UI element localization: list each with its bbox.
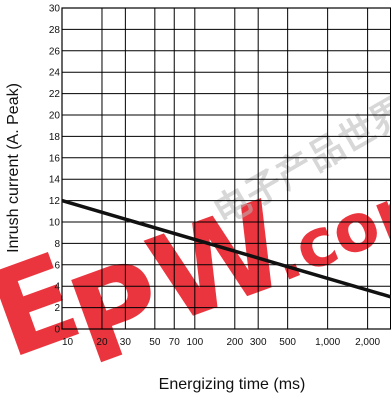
chart-grid (61, 7, 391, 330)
plot-border (61, 7, 391, 330)
chart-series (61, 198, 391, 299)
x-axis-label: Energizing time (ms) (159, 376, 306, 393)
x-tick-label: 300 (250, 337, 267, 348)
x-tick-label: 500 (279, 337, 296, 348)
y-tick-label: 4 (54, 282, 60, 293)
x-tick-label: 30 (120, 337, 132, 348)
y-tick-label: 20 (49, 111, 61, 122)
y-tick-label: 10 (49, 218, 61, 229)
y-tick-label: 0 (54, 325, 60, 336)
y-tick-label: 8 (54, 239, 60, 250)
y-tick-label: 24 (49, 68, 61, 79)
y-tick-label: 16 (49, 153, 61, 164)
y-tick-label: 12 (49, 196, 61, 207)
x-axis-ticks: 10 20 30 50 70 100 200 300 500 1,000 2,000 (62, 337, 381, 348)
x-tick-label: 100 (186, 337, 203, 348)
y-axis-label: Inrush current (A. Peak) (5, 83, 22, 253)
y-tick-label: 18 (49, 132, 61, 143)
y-tick-label: 30 (49, 4, 61, 15)
x-tick-label: 70 (169, 337, 181, 348)
y-tick-label: 28 (49, 25, 61, 36)
x-tick-label: 20 (96, 337, 108, 348)
y-tick-label: 6 (54, 260, 60, 271)
series-line (61, 198, 391, 299)
x-tick-label: 1,000 (315, 337, 340, 348)
y-tick-label: 2 (54, 303, 60, 314)
y-tick-label: 22 (49, 89, 61, 100)
x-tick-label: 2,000 (355, 337, 380, 348)
x-tick-label: 10 (62, 337, 74, 348)
x-tick-label: 50 (149, 337, 161, 348)
y-tick-label: 26 (49, 46, 61, 57)
y-tick-label: 14 (49, 175, 61, 186)
x-tick-label: 200 (226, 337, 243, 348)
